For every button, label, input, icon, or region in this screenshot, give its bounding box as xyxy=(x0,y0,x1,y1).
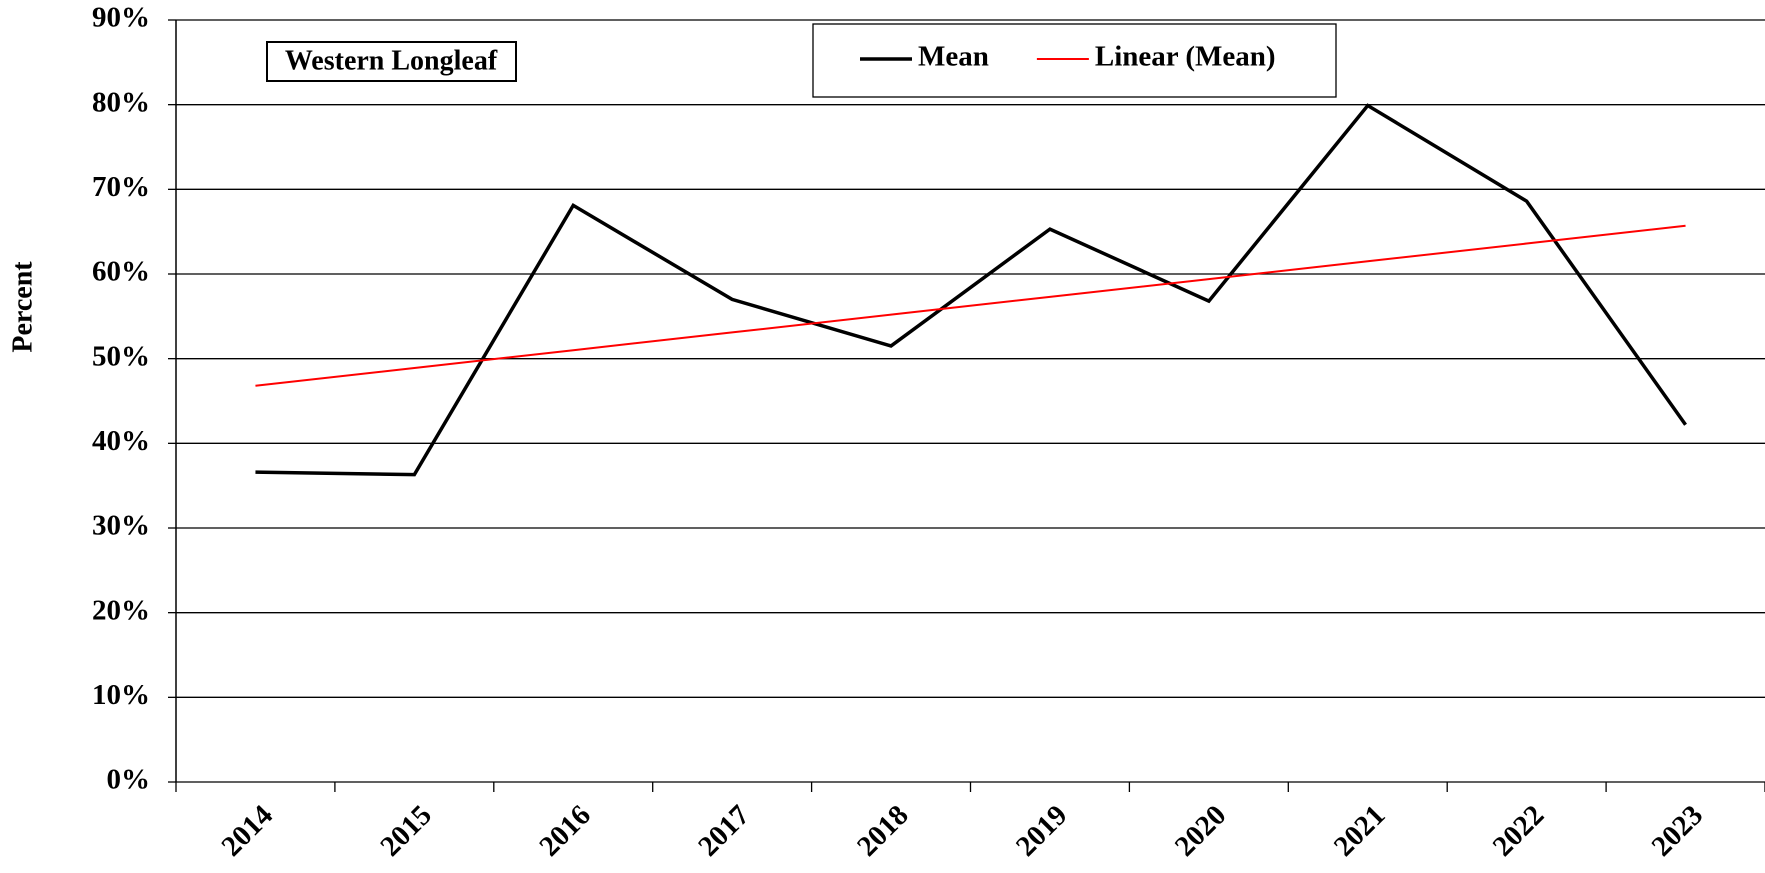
x-tick-label: 2019 xyxy=(1010,799,1074,863)
chart-title: Western Longleaf xyxy=(285,45,498,76)
y-tick-label: 50% xyxy=(92,340,150,372)
y-tick-label: 40% xyxy=(92,425,150,457)
y-tick-label: 20% xyxy=(92,594,150,626)
x-tick-label: 2021 xyxy=(1328,799,1392,863)
x-tick-label: 2014 xyxy=(215,799,279,863)
x-tick-label: 2023 xyxy=(1646,799,1710,863)
y-tick-label: 80% xyxy=(92,86,150,118)
x-tick-label: 2015 xyxy=(374,799,438,863)
legend-label: Linear (Mean) xyxy=(1095,41,1276,73)
x-tick-label: 2017 xyxy=(692,799,756,863)
legend-box xyxy=(812,23,1337,98)
series-line xyxy=(255,103,1687,477)
y-tick-label: 0% xyxy=(107,764,151,796)
y-tick-label: 10% xyxy=(92,679,150,711)
y-axis-label: Percent xyxy=(7,261,38,353)
x-tick-label: 2020 xyxy=(1169,799,1233,863)
x-tick-label: 2022 xyxy=(1487,799,1551,863)
y-tick-label: 30% xyxy=(92,510,150,542)
x-tick-label: 2018 xyxy=(851,799,915,863)
y-tick-label: 70% xyxy=(92,171,150,203)
series-line xyxy=(255,224,1686,387)
y-tick-label: 60% xyxy=(92,256,150,288)
legend-label: Mean xyxy=(918,41,989,73)
y-tick-label: 90% xyxy=(92,2,150,34)
x-tick-label: 2016 xyxy=(533,799,597,863)
title-box xyxy=(266,41,517,82)
